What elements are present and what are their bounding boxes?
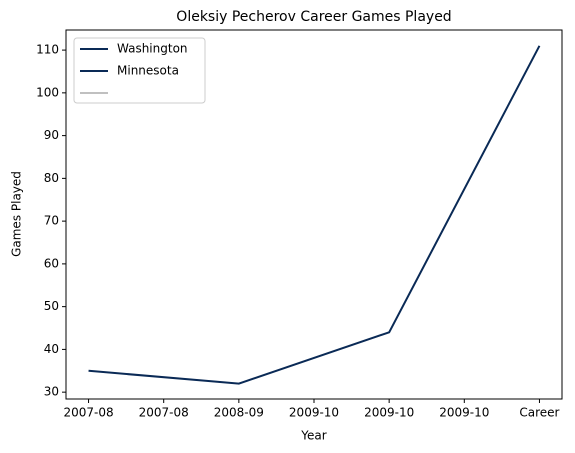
x-axis-label: Year xyxy=(300,429,326,443)
legend-label: Washington xyxy=(117,42,188,56)
x-tick-label: 2008-09 xyxy=(214,406,264,420)
legend-box xyxy=(73,37,206,104)
y-tick-label: 30 xyxy=(44,385,59,399)
y-tick-label: 80 xyxy=(44,171,59,185)
x-tick-label: 2007-08 xyxy=(139,406,189,420)
y-tick-label: 110 xyxy=(36,43,59,57)
x-tick-label: Career xyxy=(519,406,559,420)
y-tick-label: 90 xyxy=(44,128,59,142)
y-tick-label: 40 xyxy=(44,342,59,356)
x-tick-label: 2009-10 xyxy=(439,406,489,420)
plot-frame xyxy=(65,29,563,400)
x-tick-label: 2007-08 xyxy=(63,406,113,420)
chart-title: Oleksiy Pecherov Career Games Played xyxy=(176,9,451,25)
y-axis-label: Games Played xyxy=(10,171,24,257)
series-line xyxy=(88,45,541,385)
x-tick-label: 2009-10 xyxy=(289,406,339,420)
legend-label: Minnesota xyxy=(117,64,179,78)
y-tick-label: 70 xyxy=(44,214,59,228)
y-tick-label: 60 xyxy=(44,256,59,270)
y-tick-label: 50 xyxy=(44,299,59,313)
y-tick-label: 100 xyxy=(36,85,59,99)
x-tick-label: 2009-10 xyxy=(364,406,414,420)
